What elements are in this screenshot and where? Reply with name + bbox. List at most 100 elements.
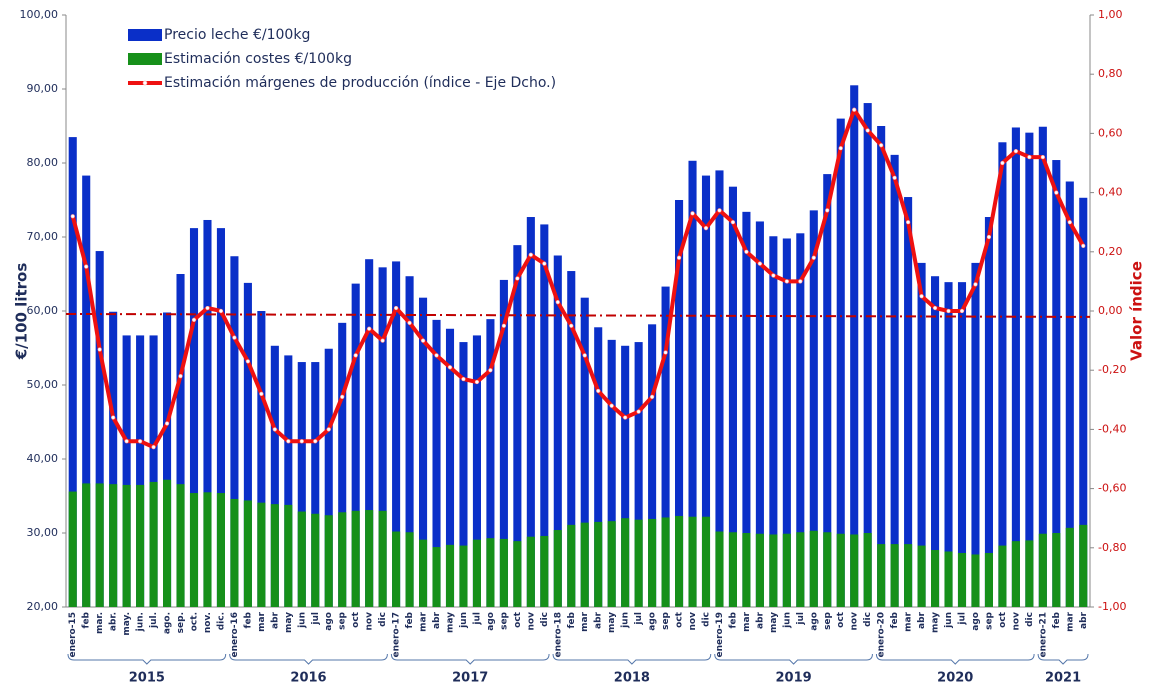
line-marker (286, 439, 291, 444)
bar (284, 504, 293, 607)
bar (553, 530, 562, 607)
line-marker (852, 107, 857, 112)
bar (378, 510, 387, 607)
x-tick-label: enero-15 (68, 612, 78, 658)
bar (877, 126, 886, 607)
line-marker (892, 175, 897, 180)
y-axis-label: €/100 litros (13, 263, 31, 361)
line-marker (946, 308, 951, 314)
bar (82, 483, 91, 607)
y-tick-label: 100,00 (20, 8, 59, 21)
bar (513, 245, 522, 607)
bar (526, 536, 535, 607)
bar (782, 533, 791, 607)
bar (243, 282, 252, 607)
bar (944, 282, 953, 607)
x-tick-label: jul. (149, 612, 159, 629)
bar (459, 342, 468, 607)
line-marker (1081, 243, 1086, 248)
bar (136, 335, 145, 607)
bar (661, 517, 670, 607)
line-marker (461, 376, 466, 382)
line-marker (151, 445, 156, 450)
bar (257, 502, 266, 607)
bar (1011, 127, 1020, 607)
y2-axis-label: Valor índice (1128, 261, 1146, 361)
y-tick-label: 40,00 (27, 452, 59, 465)
year-bracket (714, 653, 873, 665)
bar (109, 484, 118, 607)
year-bracket (390, 653, 550, 665)
x-tick-label: abr (270, 611, 280, 629)
bar (742, 533, 751, 607)
bar (971, 554, 980, 607)
bar (324, 348, 333, 607)
bar (365, 259, 374, 607)
x-tick-label: abr (755, 611, 765, 629)
x-tick-label: ago (324, 612, 334, 631)
x-tick-label: enero-19 (715, 612, 725, 658)
line-marker (865, 128, 870, 133)
x-tick-label: jul (796, 612, 806, 626)
bar (850, 534, 859, 607)
legend-swatch (128, 53, 162, 65)
bar (607, 339, 616, 607)
x-tick-label: nov (850, 612, 860, 631)
bar (1011, 541, 1020, 607)
bar (836, 533, 845, 607)
x-tick-label: feb (405, 611, 415, 628)
x-tick-label: may (446, 612, 456, 633)
bar (877, 544, 886, 607)
line-marker (488, 368, 493, 373)
line-marker (138, 439, 143, 444)
bar (648, 324, 657, 607)
x-tick-label: oct (998, 611, 1008, 628)
bar (189, 228, 199, 607)
x-tick-label: abr (432, 611, 442, 629)
y-tick-label: 50,00 (27, 378, 59, 391)
bar (216, 228, 225, 607)
line-marker (973, 282, 978, 287)
year-bracket (875, 653, 1035, 665)
line-marker (394, 305, 399, 311)
line-marker (811, 255, 816, 260)
x-tick-label: nov (365, 612, 375, 631)
year-label: 2015 (129, 671, 165, 686)
bar (688, 160, 697, 607)
bar (513, 541, 522, 607)
x-tick-label: jul (634, 612, 644, 626)
line-marker (690, 211, 695, 216)
bar (189, 493, 199, 607)
bar (1025, 540, 1034, 607)
bar (567, 271, 576, 607)
line-marker (757, 261, 762, 266)
bar (580, 297, 589, 607)
bar (338, 512, 347, 607)
x-tick-label: mar (904, 611, 914, 631)
line-marker (245, 359, 250, 364)
bar (486, 538, 495, 607)
line-marker (959, 308, 965, 314)
bar (675, 200, 684, 607)
x-tick-label: feb (82, 611, 92, 628)
y2-tick-label: -1,00 (1098, 600, 1126, 613)
y2-tick-label: -0,40 (1098, 422, 1126, 435)
bar (176, 484, 185, 607)
bar (68, 137, 77, 607)
x-tick-label: may (607, 612, 617, 633)
x-tick-label: ago (486, 612, 496, 631)
bar (998, 142, 1007, 607)
bar (216, 493, 225, 607)
bar (782, 238, 791, 608)
bar (149, 335, 158, 607)
bar (957, 552, 967, 607)
x-tick-label: oct (351, 611, 361, 628)
bar (580, 522, 589, 607)
y2-tick-label: 0,40 (1098, 186, 1123, 199)
bar (163, 312, 172, 607)
bar (284, 355, 293, 607)
x-tick-label: jun. (136, 612, 146, 632)
bar (661, 286, 670, 607)
bar (405, 276, 414, 607)
line-marker (501, 323, 506, 328)
